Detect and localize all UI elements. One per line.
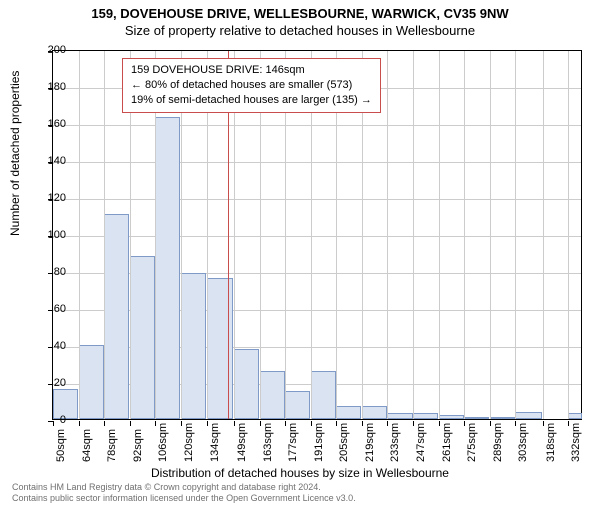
histogram-bar bbox=[155, 117, 180, 419]
xtick-mark bbox=[490, 421, 491, 426]
xtick-mark bbox=[413, 421, 414, 426]
xtick-label: 106sqm bbox=[157, 423, 169, 462]
gridline-v bbox=[104, 51, 105, 419]
xtick-mark bbox=[181, 421, 182, 426]
xtick-mark bbox=[543, 421, 544, 426]
chart-container: 159, DOVEHOUSE DRIVE, WELLESBOURNE, WARW… bbox=[0, 6, 600, 506]
histogram-bar bbox=[464, 417, 489, 419]
gridline-v bbox=[543, 51, 544, 419]
title-sub: Size of property relative to detached ho… bbox=[0, 23, 600, 38]
xtick-label: 191sqm bbox=[313, 423, 325, 462]
gridline-h bbox=[53, 162, 581, 163]
xtick-label: 318sqm bbox=[545, 423, 557, 462]
gridline-v bbox=[515, 51, 516, 419]
histogram-bar bbox=[234, 349, 259, 419]
xtick-mark bbox=[79, 421, 80, 426]
histogram-bar bbox=[336, 406, 361, 419]
xtick-mark bbox=[439, 421, 440, 426]
legend-line-1: 159 DOVEHOUSE DRIVE: 146sqm bbox=[131, 63, 372, 78]
gridline-v bbox=[387, 51, 388, 419]
ytick-label: 200 bbox=[36, 44, 66, 56]
xtick-label: 247sqm bbox=[415, 423, 427, 462]
xtick-label: 303sqm bbox=[517, 423, 529, 462]
histogram-bar bbox=[285, 391, 310, 419]
xtick-label: 205sqm bbox=[338, 423, 350, 462]
histogram-bar bbox=[130, 256, 155, 419]
xtick-label: 275sqm bbox=[466, 423, 478, 462]
xtick-label: 219sqm bbox=[364, 423, 376, 462]
gridline-h bbox=[53, 125, 581, 126]
ytick-label: 80 bbox=[36, 266, 66, 278]
legend-line-3: 19% of semi-detached houses are larger (… bbox=[131, 93, 372, 108]
xtick-mark bbox=[234, 421, 235, 426]
gridline-v bbox=[464, 51, 465, 419]
ytick-label: 60 bbox=[36, 303, 66, 315]
ytick-label: 20 bbox=[36, 377, 66, 389]
gridline-v bbox=[79, 51, 80, 419]
title-main: 159, DOVEHOUSE DRIVE, WELLESBOURNE, WARW… bbox=[0, 6, 600, 21]
xtick-label: 134sqm bbox=[209, 423, 221, 462]
x-axis-label: Distribution of detached houses by size … bbox=[0, 466, 600, 480]
xtick-label: 78sqm bbox=[106, 429, 118, 462]
xtick-mark bbox=[362, 421, 363, 426]
xtick-label: 233sqm bbox=[389, 423, 401, 462]
footer: Contains HM Land Registry data © Crown c… bbox=[12, 482, 356, 504]
xtick-mark bbox=[285, 421, 286, 426]
ytick-label: 140 bbox=[36, 155, 66, 167]
xtick-label: 332sqm bbox=[570, 423, 582, 462]
gridline-v bbox=[439, 51, 440, 419]
histogram-bar bbox=[568, 413, 582, 419]
legend-box: 159 DOVEHOUSE DRIVE: 146sqm ← 80% of det… bbox=[122, 58, 381, 113]
ytick-label: 0 bbox=[36, 414, 66, 426]
xtick-label: 92sqm bbox=[132, 429, 144, 462]
gridline-v bbox=[490, 51, 491, 419]
xtick-label: 177sqm bbox=[287, 423, 299, 462]
histogram-bar bbox=[79, 345, 104, 419]
ytick-label: 180 bbox=[36, 81, 66, 93]
xtick-label: 50sqm bbox=[55, 429, 67, 462]
histogram-bar bbox=[260, 371, 285, 419]
gridline-h bbox=[53, 236, 581, 237]
histogram-bar bbox=[311, 371, 336, 419]
histogram-bar bbox=[387, 413, 412, 419]
ytick-label: 120 bbox=[36, 192, 66, 204]
ytick-label: 100 bbox=[36, 229, 66, 241]
histogram-bar bbox=[362, 406, 387, 419]
gridline-v bbox=[568, 51, 569, 419]
gridline-v bbox=[413, 51, 414, 419]
ytick-label: 160 bbox=[36, 118, 66, 130]
histogram-bar bbox=[515, 412, 542, 419]
histogram-bar bbox=[104, 214, 129, 419]
xtick-label: 120sqm bbox=[183, 423, 195, 462]
histogram-bar bbox=[439, 415, 464, 419]
xtick-label: 64sqm bbox=[81, 429, 93, 462]
y-axis-label: Number of detached properties bbox=[8, 71, 22, 236]
xtick-label: 163sqm bbox=[262, 423, 274, 462]
xtick-label: 149sqm bbox=[236, 423, 248, 462]
xtick-mark bbox=[104, 421, 105, 426]
xtick-mark bbox=[311, 421, 312, 426]
ytick-label: 40 bbox=[36, 340, 66, 352]
footer-line-2: Contains public sector information licen… bbox=[12, 493, 356, 504]
xtick-mark bbox=[207, 421, 208, 426]
xtick-mark bbox=[130, 421, 131, 426]
gridline-h bbox=[53, 199, 581, 200]
xtick-label: 289sqm bbox=[492, 423, 504, 462]
xtick-mark bbox=[260, 421, 261, 426]
histogram-bar bbox=[490, 417, 515, 419]
histogram-bar bbox=[181, 273, 206, 419]
footer-line-1: Contains HM Land Registry data © Crown c… bbox=[12, 482, 356, 493]
histogram-bar bbox=[413, 413, 438, 419]
legend-line-2: ← 80% of detached houses are smaller (57… bbox=[131, 78, 372, 93]
xtick-label: 261sqm bbox=[441, 423, 453, 462]
